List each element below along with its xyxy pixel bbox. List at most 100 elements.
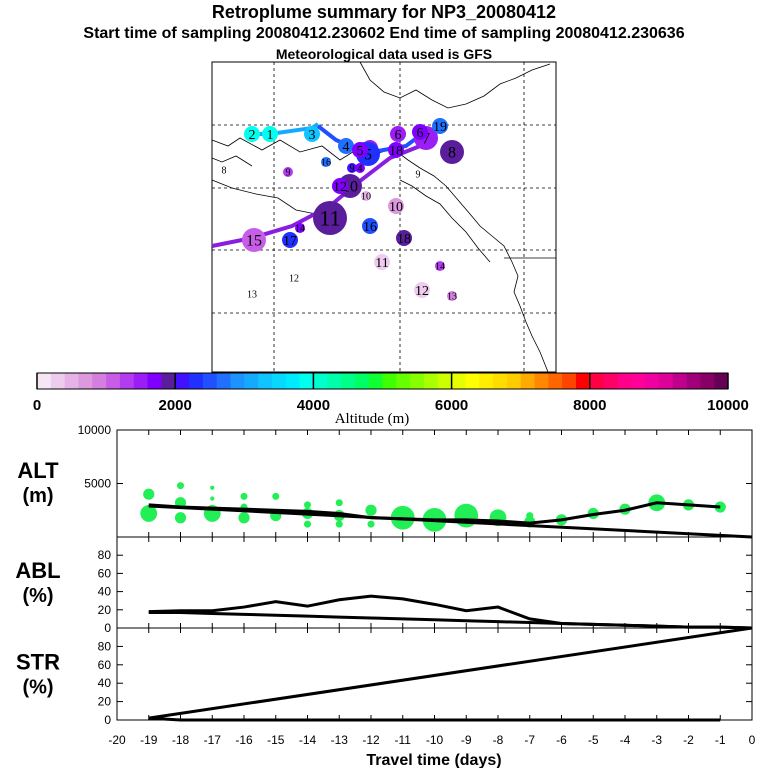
map-marker: 11 [313, 201, 347, 235]
marker-label: 13 [247, 290, 257, 301]
colorbar-cell [548, 373, 563, 389]
marker-label: 2 [249, 128, 256, 143]
x-tick-label: 0 [749, 733, 756, 747]
marker-label: 3 [309, 128, 316, 143]
x-tick-label: -20 [108, 733, 126, 747]
data-point [140, 505, 158, 522]
marker-label: 11 [375, 256, 388, 271]
data-point [210, 485, 215, 490]
x-tick-label: -18 [172, 733, 190, 747]
sampling-times: Start time of sampling 20080412.230602 E… [83, 25, 685, 42]
map-marker: 16 [321, 157, 331, 169]
x-axis-label: Travel time (days) [366, 752, 501, 768]
colorbar-cell [479, 373, 494, 389]
y-tick-label: 20 [98, 695, 112, 709]
map-marker: 17 [282, 232, 298, 249]
marker-dot [282, 232, 298, 248]
marker-dot [388, 142, 404, 158]
map-marker: 8 [440, 140, 464, 164]
map-marker: 19 [432, 118, 448, 135]
data-point [304, 501, 311, 509]
colorbar-tick-label: 4000 [297, 397, 330, 414]
marker-label: 5 [364, 147, 372, 164]
x-tick-label: -10 [426, 733, 444, 747]
data-point [174, 512, 187, 524]
marker-dot [432, 118, 448, 134]
marker-label: 11 [319, 206, 340, 231]
marker-dot [283, 167, 293, 177]
colorbar-cell [327, 373, 342, 389]
chart-title: Retroplume summary for NP3_20080412 [211, 2, 557, 22]
marker-label: 9 [286, 168, 291, 179]
y-tick-label: 0 [104, 621, 111, 635]
colorbar-cell [617, 373, 632, 389]
marker-label: 10 [361, 192, 371, 203]
x-tick-label: -12 [362, 733, 380, 747]
colorbar-cell [354, 373, 370, 389]
marker-label: 14 [295, 224, 305, 235]
colorbar-tick-label: 0 [33, 397, 41, 414]
colorbar-cell [175, 373, 190, 389]
colorbar-cell [119, 373, 135, 389]
colorbar-cell [216, 373, 231, 389]
marker-dot [435, 261, 445, 271]
colorbar-cell [230, 373, 245, 389]
colorbar-cell [575, 373, 591, 389]
map-marker: 5 [352, 142, 368, 159]
data-point [143, 488, 155, 500]
map-marker: 12 [414, 282, 430, 299]
map-marker: 10 [388, 198, 404, 215]
colorbar: 0 2000 4000 6000 8000 10000 Altitude (m) [33, 372, 749, 427]
map-marker: 13 [247, 290, 257, 301]
marker-dot [304, 126, 320, 142]
marker-dot [242, 228, 266, 252]
marker-dot [355, 163, 365, 173]
colorbar-cell [106, 373, 121, 389]
series-line [148, 716, 721, 722]
marker-label: 16 [321, 158, 331, 169]
data-point [335, 499, 343, 507]
colorbar-cell [672, 373, 688, 389]
marker-dot [362, 218, 378, 234]
series-line [148, 504, 753, 539]
y-tick-label: 10000 [78, 423, 112, 437]
data-point [272, 492, 280, 500]
y-tick-label: 40 [98, 585, 112, 599]
colorbar-cell [133, 373, 149, 389]
map-gridlines [212, 62, 556, 372]
colorbar-tick-label: 8000 [573, 397, 606, 414]
marker-dot [295, 223, 305, 233]
colorbar-cell [562, 373, 577, 389]
y-tick-label: 60 [98, 658, 112, 672]
colorbar-cell [37, 373, 52, 389]
map-marker: 6 [412, 124, 428, 141]
x-tick-label: -13 [331, 733, 349, 747]
marker-label: 13 [447, 292, 457, 303]
marker-dot [440, 140, 464, 164]
colorbar-cell [64, 373, 79, 389]
panel-ylabel: STR [16, 649, 60, 674]
y-tick-label: 60 [98, 566, 112, 580]
y-tick-label: 80 [98, 639, 112, 653]
map-panel: 1234567891011121314151617181989910101112… [211, 61, 557, 373]
marker-label: 14 [435, 262, 445, 273]
colorbar-cell [244, 373, 259, 389]
colorbar-cell [50, 373, 66, 389]
data-point [367, 520, 375, 528]
y-tick-label: 0 [104, 713, 111, 727]
marker-dot [396, 230, 412, 246]
colorbar-cell [78, 373, 93, 389]
series-line [148, 611, 753, 630]
map-marker: 14 [435, 261, 445, 273]
data-point [335, 520, 343, 528]
marker-label: 1 [267, 128, 274, 143]
marker-label: 4 [358, 164, 363, 175]
colorbar-cell [686, 373, 701, 389]
colorbar-cell [396, 373, 411, 389]
colorbar-label: Altitude (m) [335, 411, 410, 427]
marker-dot [414, 282, 430, 298]
map-marker: 11 [374, 254, 390, 271]
marker-label: 9 [416, 170, 421, 181]
panel-abl: ABL(%) 0 20 40 60 80 [15, 536, 753, 635]
